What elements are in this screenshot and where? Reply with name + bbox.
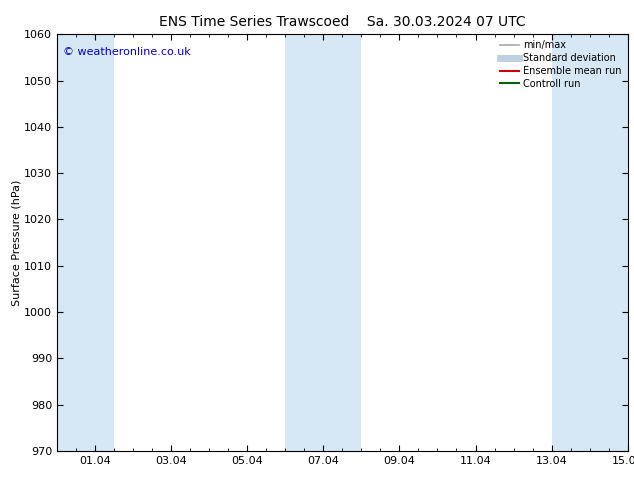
Legend: min/max, Standard deviation, Ensemble mean run, Controll run: min/max, Standard deviation, Ensemble me… (496, 36, 626, 93)
Title: ENS Time Series Trawscoed    Sa. 30.03.2024 07 UTC: ENS Time Series Trawscoed Sa. 30.03.2024… (159, 15, 526, 29)
Bar (57, 34, 114, 451)
Bar (285, 34, 361, 451)
Text: © weatheronline.co.uk: © weatheronline.co.uk (63, 47, 190, 57)
Bar (552, 34, 628, 451)
Y-axis label: Surface Pressure (hPa): Surface Pressure (hPa) (11, 179, 22, 306)
